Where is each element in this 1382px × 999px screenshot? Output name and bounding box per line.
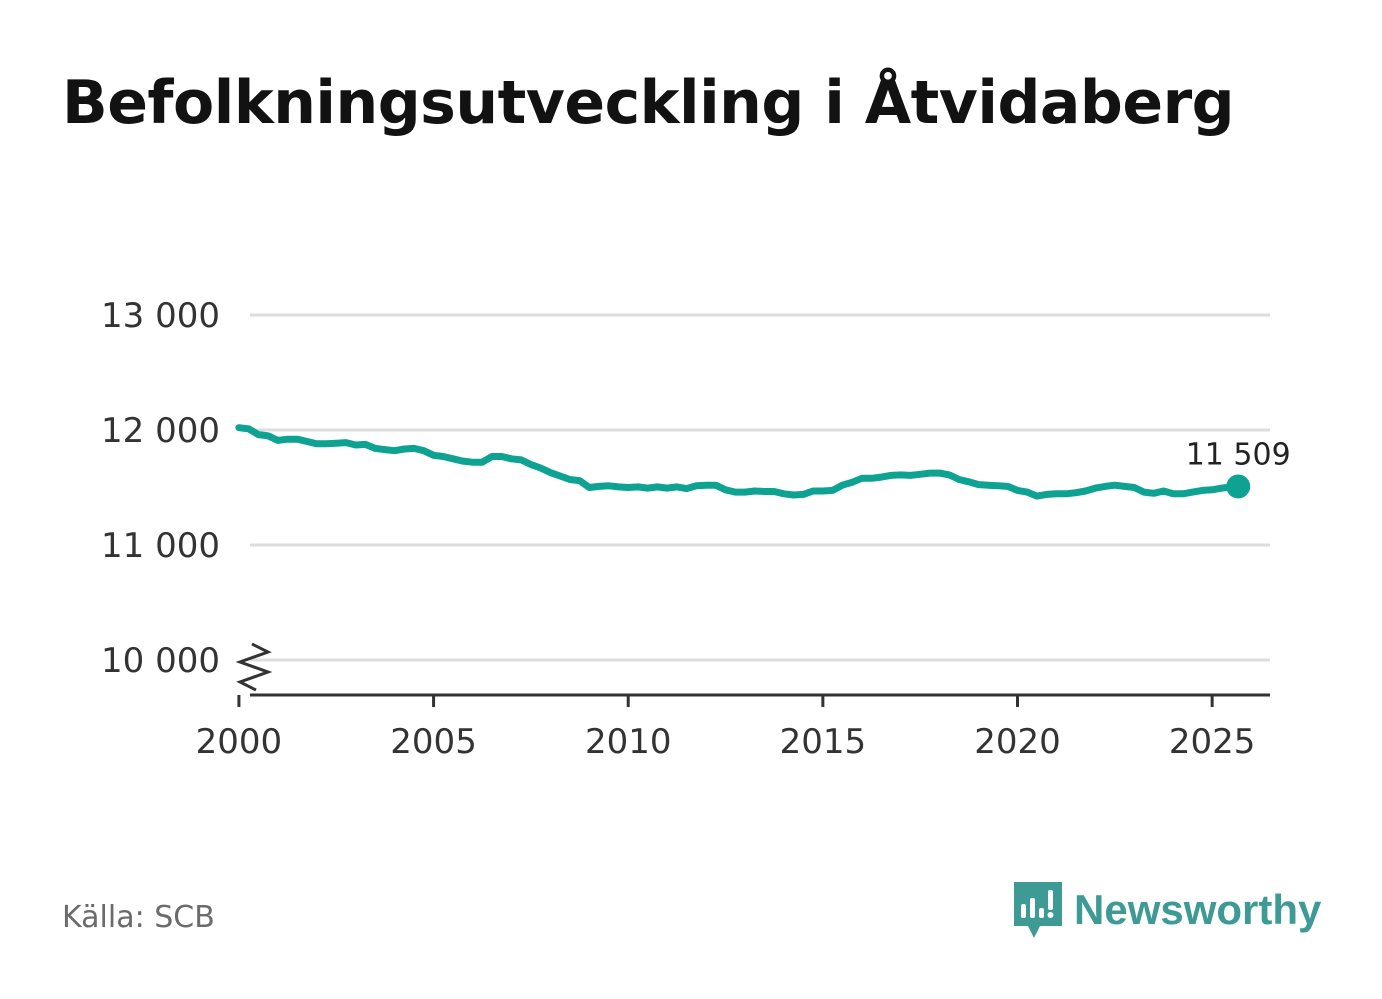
tick-labels: 10 000 11 000 12 000 13 000 2000 2005 2010 2015… [101,296,1291,762]
series-line [235,424,1242,500]
x-tick-label: 2025 [1169,722,1256,762]
x-tick-label: 2015 [780,722,867,762]
end-value-label: 11 509 [1186,437,1291,472]
source-note: Källa: SCB [62,900,215,935]
y-tick-label: 11 000 [101,526,220,566]
x-tick-label: 2020 [974,722,1061,762]
y-tick-label: 12 000 [101,411,220,451]
axes [235,642,1270,707]
y-tick-label: 13 000 [101,296,220,336]
brand-name: Newsworthy [1074,886,1322,933]
grid-lines [250,313,1270,662]
x-tick-label: 2010 [585,722,672,762]
brand-logo[interactable]: Newsworthy [1012,880,1321,940]
series [235,424,1251,500]
axis-break-icon [235,642,273,692]
page-title: Befolkningsutveckling i Åtvidaberg [62,68,1235,138]
y-tick-label: 10 000 [101,641,220,681]
newsworthy-logo-icon [1014,882,1062,938]
x-tick-label: 2005 [390,722,477,762]
end-point-marker [1226,474,1251,499]
x-tick-label: 2000 [196,722,283,762]
